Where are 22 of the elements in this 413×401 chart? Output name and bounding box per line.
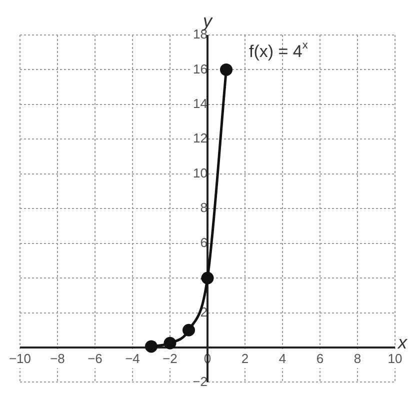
x-axis-title: x <box>397 332 408 352</box>
y-tick-label: 6 <box>200 234 208 250</box>
y-tick-label: 14 <box>193 96 208 112</box>
x-tick-label: −2 <box>162 350 178 366</box>
x-tick-label: −6 <box>88 350 102 366</box>
point <box>201 272 214 284</box>
y-tick-label: 16 <box>193 61 208 76</box>
x-tick-label: −4 <box>125 350 140 366</box>
x-tick-label: 10 <box>388 350 402 366</box>
y-tick-label: 12 <box>193 130 208 146</box>
point <box>220 63 232 76</box>
x-tick-label: 2 <box>241 350 249 366</box>
y-tick-label: 8 <box>200 200 208 216</box>
point <box>145 340 158 353</box>
x-tick-label: 6 <box>316 350 324 366</box>
x-tick-label: 8 <box>354 350 362 366</box>
point <box>164 336 176 350</box>
x-tick-label: −10 <box>8 350 32 366</box>
x-tick-label: 4 <box>278 350 286 366</box>
x-tick-label: −8 <box>50 350 65 366</box>
point <box>182 324 195 336</box>
y-tick-label: −2 <box>192 374 208 389</box>
